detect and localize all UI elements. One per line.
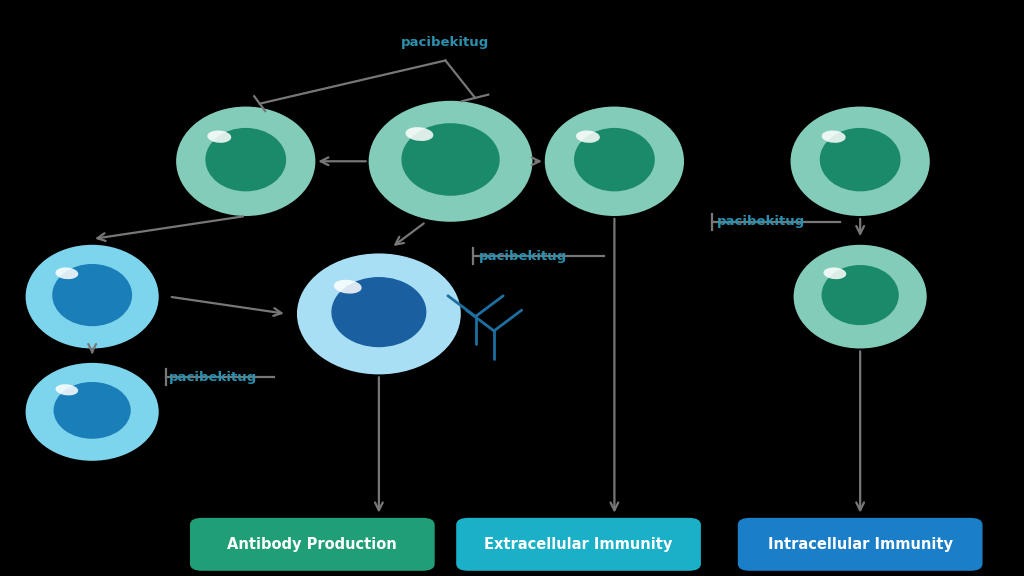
Ellipse shape: [545, 107, 684, 216]
Ellipse shape: [297, 253, 461, 374]
Ellipse shape: [55, 384, 78, 395]
Ellipse shape: [791, 107, 930, 216]
Ellipse shape: [26, 245, 159, 348]
Ellipse shape: [334, 280, 361, 294]
Ellipse shape: [574, 128, 654, 191]
Ellipse shape: [822, 131, 846, 143]
Ellipse shape: [52, 264, 132, 326]
Text: Antibody Production: Antibody Production: [227, 537, 397, 552]
Ellipse shape: [794, 245, 927, 348]
Ellipse shape: [820, 128, 900, 191]
Text: Extracellular Immunity: Extracellular Immunity: [484, 537, 673, 552]
Text: pacibekitug: pacibekitug: [401, 36, 489, 49]
Ellipse shape: [26, 363, 159, 461]
Ellipse shape: [406, 127, 433, 141]
Ellipse shape: [823, 267, 846, 279]
Ellipse shape: [332, 277, 426, 347]
Ellipse shape: [577, 131, 600, 143]
FancyBboxPatch shape: [456, 518, 700, 571]
Ellipse shape: [821, 265, 899, 325]
Ellipse shape: [208, 131, 231, 143]
Text: pacibekitug: pacibekitug: [479, 250, 567, 263]
Text: pacibekitug: pacibekitug: [717, 215, 805, 228]
FancyBboxPatch shape: [737, 518, 982, 571]
Ellipse shape: [206, 128, 286, 191]
Ellipse shape: [53, 382, 131, 439]
Ellipse shape: [55, 267, 78, 279]
Ellipse shape: [176, 107, 315, 216]
FancyBboxPatch shape: [190, 518, 434, 571]
Text: pacibekitug: pacibekitug: [169, 371, 257, 384]
Text: Intracellular Immunity: Intracellular Immunity: [768, 537, 952, 552]
Ellipse shape: [401, 123, 500, 196]
Ellipse shape: [369, 101, 532, 222]
